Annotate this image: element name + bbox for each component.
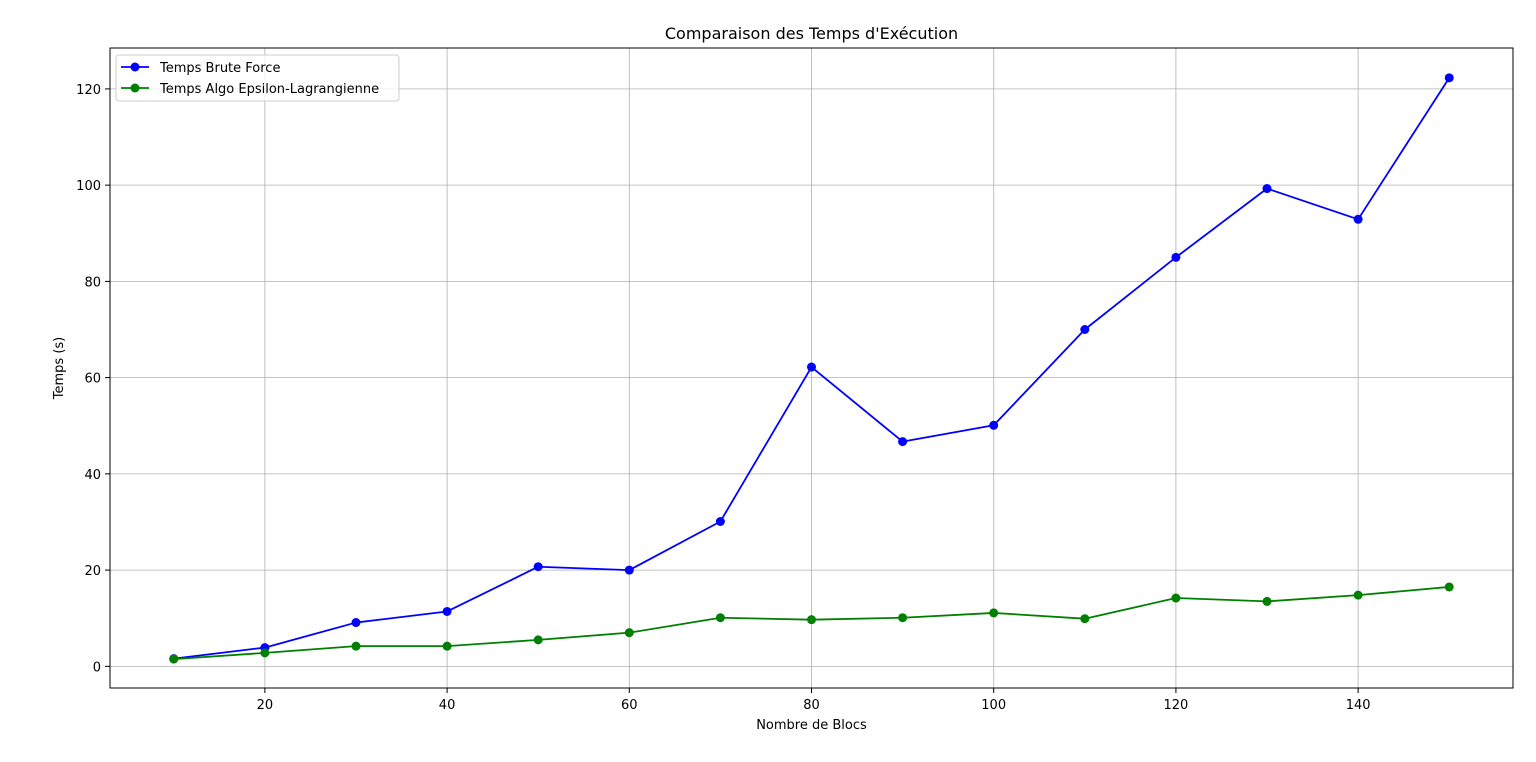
data-point xyxy=(1353,214,1363,224)
data-point xyxy=(1080,325,1090,335)
data-point xyxy=(989,420,999,430)
data-point xyxy=(169,654,179,664)
data-point xyxy=(715,517,725,527)
data-point xyxy=(1262,596,1272,606)
chart-title: Comparaison des Temps d'Exécution xyxy=(665,24,958,43)
data-point xyxy=(533,562,543,572)
x-axis-label: Nombre de Blocs xyxy=(756,718,867,733)
data-point xyxy=(624,628,634,638)
data-point xyxy=(1444,73,1454,83)
data-point xyxy=(1171,252,1181,262)
x-tick-label: 20 xyxy=(257,698,274,713)
legend-box xyxy=(115,54,400,102)
axis-ticks: 20 40 60 80 100 120 140 0 20 40 60 80 100 120 xyxy=(76,83,1370,713)
series-2 xyxy=(169,582,1454,664)
data-point xyxy=(624,565,634,575)
data-point xyxy=(989,608,999,618)
data-point xyxy=(1444,582,1454,592)
y-tick-label: 80 xyxy=(84,275,101,290)
data-point xyxy=(351,641,361,651)
x-tick-label: 120 xyxy=(1164,698,1189,713)
x-tick-label: 100 xyxy=(981,698,1006,713)
y-tick-label: 0 xyxy=(93,660,101,675)
data-point xyxy=(898,437,908,447)
series-1 xyxy=(169,73,1454,664)
data-point xyxy=(807,615,816,625)
data-point xyxy=(442,606,452,616)
data-point xyxy=(533,635,543,645)
legend-marker xyxy=(130,62,140,72)
y-tick-label: 120 xyxy=(76,83,101,98)
y-tick-label: 100 xyxy=(76,179,101,194)
x-tick-label: 140 xyxy=(1346,698,1371,713)
y-tick-label: 60 xyxy=(84,372,101,387)
y-tick-label: 40 xyxy=(84,468,101,483)
x-tick-label: 80 xyxy=(803,698,820,713)
data-point xyxy=(1080,614,1090,624)
legend: Temps Brute Force Temps Algo Epsilon-Lagr… xyxy=(115,54,400,102)
data-point xyxy=(715,613,725,623)
legend-marker xyxy=(130,83,140,93)
y-axis-label: Temps (s) xyxy=(52,337,67,400)
data-point xyxy=(351,618,361,628)
data-point xyxy=(260,648,270,658)
data-point xyxy=(1262,184,1272,194)
x-tick-label: 40 xyxy=(439,698,456,713)
data-point xyxy=(1171,593,1181,603)
legend-label: Temps Algo Epsilon-Lagrangienne xyxy=(159,82,379,97)
legend-label: Temps Brute Force xyxy=(159,61,280,76)
y-tick-label: 20 xyxy=(84,564,101,579)
x-tick-label: 60 xyxy=(621,698,638,713)
series-area xyxy=(169,73,1454,664)
data-point xyxy=(1353,590,1363,600)
data-point xyxy=(807,362,816,372)
legend-item: Temps Algo Epsilon-Lagrangienne xyxy=(121,82,379,97)
grid xyxy=(110,48,1513,688)
data-point xyxy=(442,641,452,651)
legend-item: Temps Brute Force xyxy=(121,61,280,76)
data-point xyxy=(898,613,908,623)
